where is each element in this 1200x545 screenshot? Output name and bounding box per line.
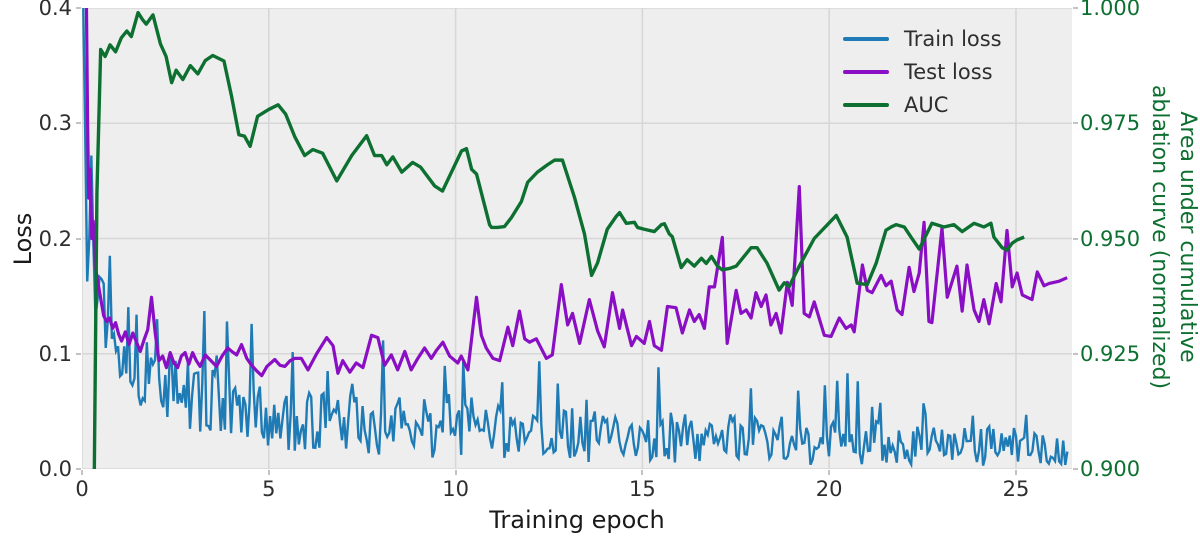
y-left-tick-label: 0.2	[38, 226, 72, 251]
y-left-tick-mark	[76, 468, 81, 470]
plot-area-svg	[82, 8, 1072, 469]
y-left-tick-label: 0.3	[38, 111, 72, 136]
y-right-tick-label: 0.900	[1080, 457, 1141, 481]
y-left-tick-mark	[76, 237, 81, 240]
y-left-tick-label: 0.1	[38, 341, 72, 366]
auc-swatch	[843, 102, 889, 107]
x-tick-mark	[267, 470, 270, 475]
y-right-tick-mark	[1073, 352, 1078, 355]
y-axis-title-right-line1: Area under cumulative	[1175, 111, 1200, 363]
y-left-tick-label: 0.4	[38, 0, 72, 20]
x-tick-label: 0	[75, 477, 89, 501]
x-tick-mark	[454, 470, 457, 475]
x-tick-mark	[828, 470, 831, 475]
y-right-tick-label: 1.000	[1080, 0, 1141, 20]
test-loss-line	[84, 8, 1068, 378]
x-tick-mark	[1014, 470, 1017, 475]
train-loss-line	[82, 8, 1069, 469]
y-left-tick-label: 0.0	[38, 457, 72, 481]
y-axis-title-right: Area under cumulative ablation curve (no…	[1143, 7, 1200, 467]
legend: Train loss Test loss AUC	[843, 22, 1002, 121]
x-tick-label: 15	[629, 477, 656, 501]
y-right-tick-mark	[1073, 122, 1078, 125]
x-tick-label: 10	[442, 477, 469, 501]
gridlines	[82, 8, 1072, 469]
y-right-tick-mark	[1073, 468, 1078, 470]
train-loss-swatch	[843, 36, 889, 41]
auc-line	[92, 10, 1025, 469]
x-tick-label: 20	[815, 477, 843, 501]
x-axis-title: Training epoch	[489, 506, 665, 534]
legend-label-train-loss: Train loss	[904, 26, 1002, 51]
x-tick-label: 5	[262, 477, 276, 501]
legend-item-auc: AUC	[843, 88, 1002, 121]
legend-label-test-loss: Test loss	[904, 59, 993, 84]
x-tick-mark	[641, 470, 644, 475]
test-loss-swatch	[843, 69, 889, 74]
y-right-tick-label: 0.950	[1080, 226, 1141, 251]
x-tick-label: 25	[1002, 477, 1030, 501]
y-left-tick-mark	[76, 352, 81, 355]
y-right-tick-mark	[1073, 237, 1078, 240]
legend-item-test-loss: Test loss	[843, 55, 1002, 88]
legend-item-train-loss: Train loss	[843, 22, 1002, 55]
legend-label-auc: AUC	[904, 92, 949, 117]
y-right-tick-label: 0.975	[1080, 111, 1141, 136]
x-tick-mark	[81, 470, 83, 475]
y-right-tick-label: 0.925	[1080, 341, 1141, 366]
y-right-tick-mark	[1073, 7, 1078, 9]
y-left-tick-mark	[76, 122, 81, 125]
y-left-tick-mark	[76, 7, 81, 9]
